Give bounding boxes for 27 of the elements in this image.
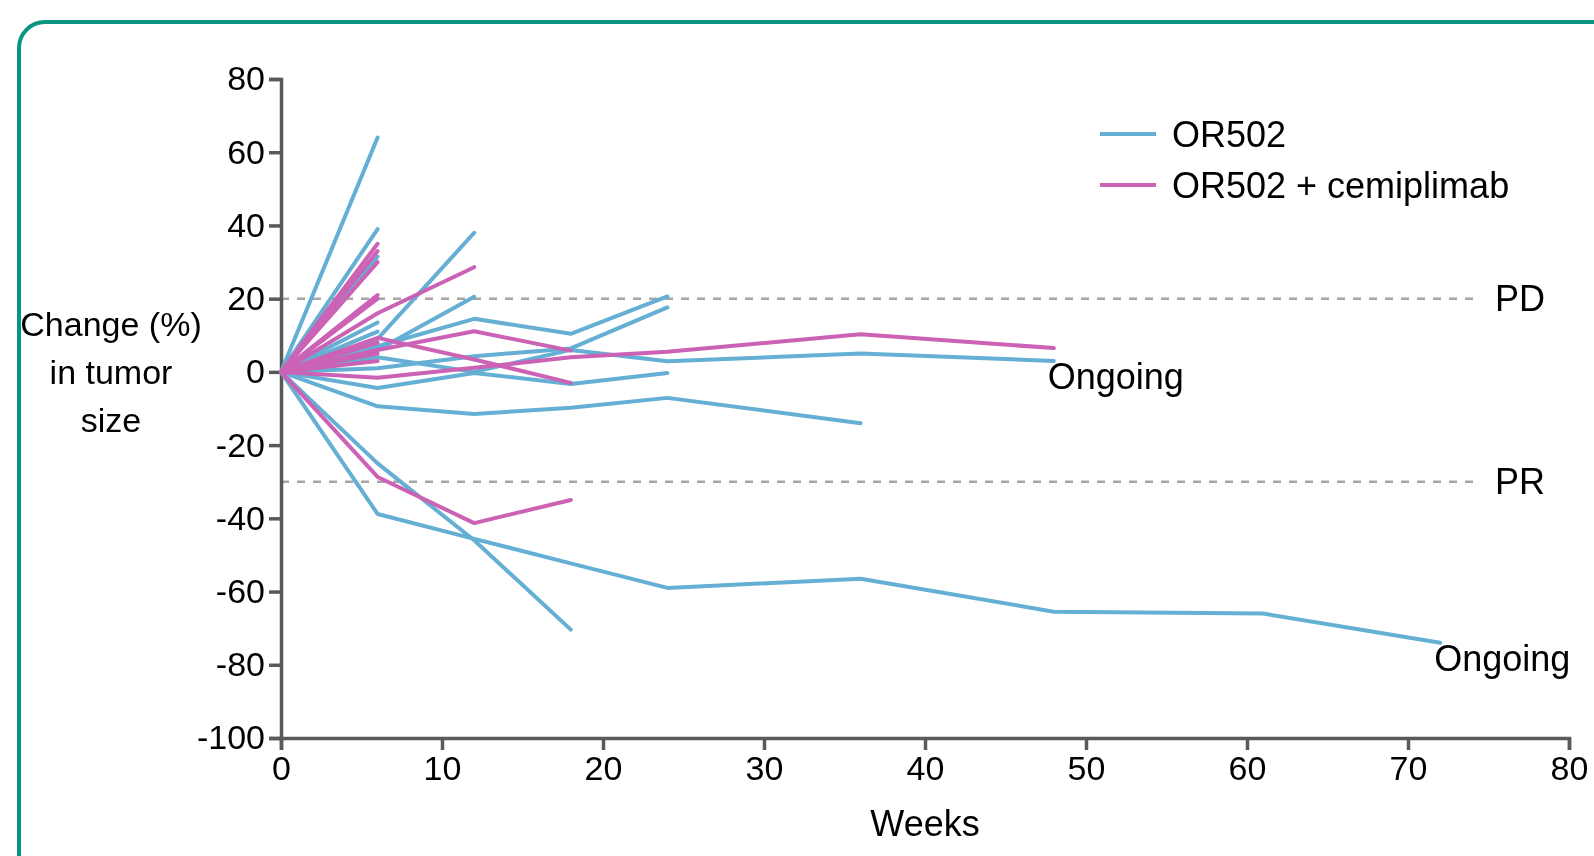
x-tick-label: 60	[1228, 749, 1267, 788]
y-tick-label: 80	[227, 59, 265, 98]
y-axis-title: Change (%) in tumor size	[20, 304, 202, 439]
x-tick-label: 50	[1067, 749, 1106, 788]
annotation: Ongoing	[1047, 355, 1184, 397]
x-tick-label: 10	[423, 749, 462, 788]
x-tick-label: 0	[272, 749, 291, 788]
y-tick-label: 20	[227, 279, 265, 318]
x-tick-label: 20	[584, 749, 623, 788]
y-tick-label: -20	[215, 425, 265, 464]
y-tick-label: -40	[215, 498, 265, 537]
y-tick-label: 60	[227, 132, 265, 171]
x-axis-title: Weeks	[870, 803, 980, 844]
annotation: Ongoing	[1434, 637, 1571, 679]
x-tick-label: 30	[745, 749, 784, 788]
legend-label: OR502 + cemiplimab	[1172, 164, 1510, 206]
y-tick-label: -100	[196, 718, 265, 757]
y-tick-label: 40	[227, 205, 265, 244]
ref-line-label: PD	[1494, 278, 1545, 320]
x-tick-label: 80	[1550, 749, 1589, 788]
x-tick-label: 40	[906, 749, 945, 788]
ref-line-label: PR	[1494, 461, 1545, 503]
legend-label: OR502	[1172, 113, 1287, 155]
y-tick-label: 0	[246, 352, 265, 391]
x-tick-label: 70	[1389, 749, 1428, 788]
y-tick-label: -60	[215, 571, 265, 610]
y-tick-label: -80	[215, 645, 265, 684]
